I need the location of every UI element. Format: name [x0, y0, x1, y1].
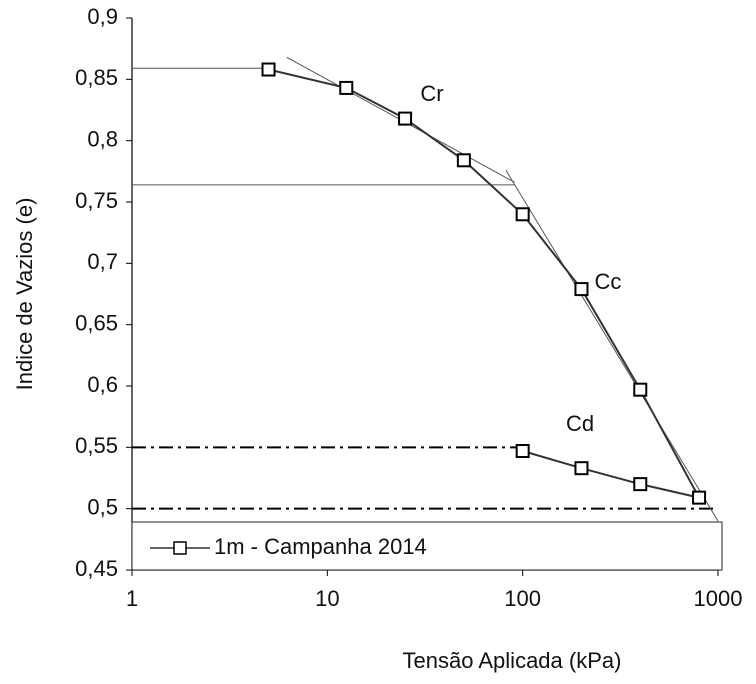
y-tick-label: 0,9 — [87, 4, 118, 29]
legend-marker — [173, 541, 187, 555]
y-tick-label: 0,65 — [75, 310, 118, 335]
marker — [515, 444, 530, 459]
marker — [574, 282, 589, 297]
x-tick-label: 1 — [126, 586, 138, 611]
marker — [633, 382, 648, 397]
marker — [261, 62, 276, 77]
legend — [131, 521, 723, 571]
annotation: Cr — [420, 81, 443, 106]
y-tick-label: 0,85 — [75, 65, 118, 90]
y-tick-label: 0,45 — [75, 556, 118, 581]
annotation: Cc — [595, 269, 622, 294]
legend-label: 1m - Campanha 2014 — [214, 534, 427, 559]
y-tick-label: 0,5 — [87, 494, 118, 519]
y-tick-label: 0,55 — [75, 433, 118, 458]
marker — [574, 461, 589, 476]
marker — [515, 207, 530, 222]
x-tick-label: 1000 — [694, 586, 743, 611]
y-tick-label: 0,7 — [87, 249, 118, 274]
series-line — [268, 68, 702, 500]
y-tick-label: 0,75 — [75, 188, 118, 213]
x-tick-label: 100 — [504, 586, 541, 611]
marker — [339, 80, 354, 95]
y-axis-label: Indice de Vazios (e) — [12, 198, 37, 391]
marker — [456, 153, 471, 168]
y-tick-label: 0,8 — [87, 126, 118, 151]
marker — [633, 477, 648, 492]
reference-line — [505, 169, 719, 522]
x-tick-label: 10 — [315, 586, 339, 611]
x-axis-label: Tensão Aplicada (kPa) — [403, 648, 622, 673]
marker — [398, 111, 413, 126]
marker — [692, 490, 707, 505]
annotation: Cd — [566, 411, 594, 436]
y-tick-label: 0,6 — [87, 372, 118, 397]
